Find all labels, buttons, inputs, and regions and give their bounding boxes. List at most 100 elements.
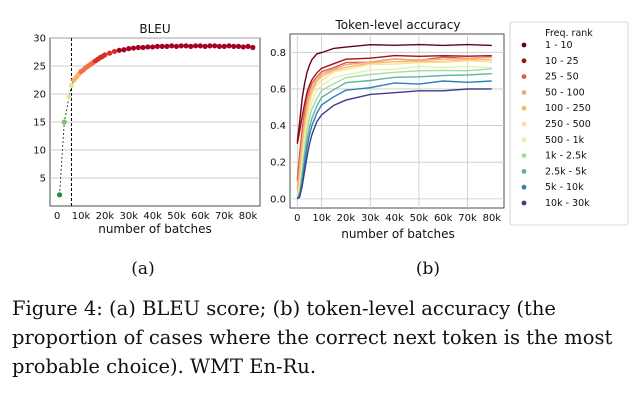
bleu-x-ticks: 0 10k 20k 30k 40k 50k 60k 70k 80k: [54, 211, 258, 222]
bleu-point: [150, 44, 156, 50]
legend-marker: [521, 105, 527, 111]
bleu-x-tick-label: 20k: [96, 211, 115, 222]
legend-entry-label: 1 - 10: [545, 40, 573, 51]
legend-entry-label: 50 - 100: [545, 87, 585, 98]
bleu-y-tick-label: 5: [40, 174, 46, 185]
bleu-point: [145, 44, 151, 50]
accuracy-x-tick-label: 70k: [458, 213, 477, 224]
legend-entry-label: 500 - 1k: [545, 135, 585, 146]
figure-caption: Figure 4: (a) BLEU score; (b) token-leve…: [12, 297, 613, 378]
bleu-point: [245, 43, 251, 50]
accuracy-series-line: [296, 58, 492, 196]
bleu-point: [235, 43, 242, 50]
bleu-x-tick-label: 80k: [239, 211, 258, 222]
legend-marker: [521, 42, 527, 48]
bleu-point: [212, 43, 218, 49]
bleu-y-tick-label: 30: [33, 34, 46, 45]
legend-box: [509, 21, 629, 226]
legend-marker: [521, 121, 527, 127]
accuracy-series-line: [296, 43, 492, 143]
bleu-y-tick-label: 15: [33, 118, 46, 129]
bleu-point: [66, 94, 72, 100]
bleu-point: [61, 119, 67, 125]
panel-label-b: (b): [416, 259, 440, 279]
legend-marker: [521, 153, 527, 159]
legend-entry-label: 250 - 500: [545, 119, 591, 130]
legend-entry-label: 10k - 30k: [545, 198, 590, 209]
bleu-point: [231, 43, 237, 50]
accuracy-y-ticks: 0.0 0.2 0.4 0.6 0.8: [270, 48, 286, 206]
legend-entry-label: 10 - 25: [545, 56, 579, 67]
legend-title: Freq. rank: [545, 28, 593, 39]
accuracy-series-line: [296, 65, 492, 199]
bleu-point: [202, 43, 208, 50]
accuracy-x-tick-label: 80k: [483, 213, 502, 224]
accuracy-x-tick-label: 40k: [385, 213, 404, 224]
bleu-x-tick-label: 60k: [191, 211, 210, 222]
bleu-point: [159, 43, 165, 50]
legend-entry-label: 1k - 2.5k: [545, 151, 587, 162]
bleu-point: [68, 83, 75, 89]
bleu-point: [240, 44, 246, 50]
accuracy-series-line: [296, 73, 492, 200]
bleu-point: [221, 43, 227, 50]
bleu-x-tick-label: 0: [54, 211, 60, 222]
accuracy-chart-title: Token-level accuracy: [335, 18, 461, 32]
bleu-point: [183, 43, 189, 49]
legend-entry-label: 5k - 10k: [545, 182, 584, 193]
legend-entry-label: 100 - 250: [545, 103, 591, 114]
bleu-point: [188, 43, 194, 50]
bleu-y-ticks: 5 10 15 20 25 30: [33, 34, 46, 185]
accuracy-y-tick-label: 0.4: [270, 121, 286, 132]
bleu-point: [216, 43, 223, 50]
bleu-grid: [50, 37, 260, 179]
bleu-point: [107, 50, 113, 56]
accuracy-series-line: [296, 80, 492, 200]
bleu-point: [154, 43, 160, 50]
bleu-point: [116, 47, 122, 53]
legend-marker: [521, 90, 527, 95]
bleu-point: [250, 44, 256, 51]
bleu-point: [164, 43, 170, 50]
accuracy-x-tick-label: 10k: [312, 213, 331, 224]
accuracy-legend: Freq. rank 1 - 10 10 - 25 25 - 50 50 - 100 1…: [509, 21, 629, 226]
bleu-point: [126, 46, 132, 52]
bleu-point: [192, 43, 199, 49]
bleu-point: [56, 192, 63, 198]
bleu-x-tick-label: 70k: [215, 211, 234, 222]
legend-entry-label: 2.5k - 5k: [545, 166, 587, 177]
bleu-chart-title: BLEU: [139, 22, 170, 36]
bleu-x-tick-label: 50k: [167, 211, 186, 222]
bleu-x-axis-label: number of batches: [98, 222, 212, 236]
bleu-point: [130, 45, 137, 51]
legend-entry-label: 25 - 50: [545, 72, 579, 83]
accuracy-x-ticks: 0 10k 20k 30k 40k 50k 60k 70k 80k: [294, 213, 501, 224]
accuracy-series-line: [296, 68, 492, 200]
accuracy-chart: Token-level accuracy 0.0 0.2 0.4 0.6 0.8 0 10…: [270, 18, 629, 279]
bleu-y-tick-label: 20: [33, 90, 46, 101]
bleu-point: [121, 47, 127, 53]
accuracy-x-tick-label: 20k: [337, 213, 356, 224]
bleu-point: [173, 43, 180, 50]
accuracy-y-tick-label: 0.8: [270, 48, 286, 59]
accuracy-x-tick-label: 0: [294, 213, 300, 224]
bleu-points: [56, 43, 256, 198]
legend-marker: [521, 74, 527, 79]
bleu-point: [197, 43, 203, 49]
bleu-x-tick-label: 40k: [143, 211, 162, 222]
bleu-point: [178, 43, 184, 49]
accuracy-plot-frame: [289, 33, 505, 209]
accuracy-x-axis-label: number of batches: [341, 227, 455, 241]
accuracy-series-lines: [296, 43, 492, 200]
accuracy-x-tick-label: 60k: [434, 213, 453, 224]
bleu-chart: BLEU 5 10 15 20 25 30 0 10k 20k 30k 40k 50k 60k 70k 8…: [33, 22, 261, 279]
bleu-point: [140, 44, 146, 51]
accuracy-series-line: [296, 88, 492, 200]
bleu-point: [102, 52, 108, 58]
bleu-point: [111, 48, 118, 55]
accuracy-y-tick-label: 0.6: [270, 84, 286, 95]
bleu-y-tick-label: 25: [33, 62, 46, 73]
legend-marker: [521, 169, 527, 174]
bleu-y-tick-label: 10: [33, 146, 46, 157]
legend-marker: [521, 58, 527, 64]
